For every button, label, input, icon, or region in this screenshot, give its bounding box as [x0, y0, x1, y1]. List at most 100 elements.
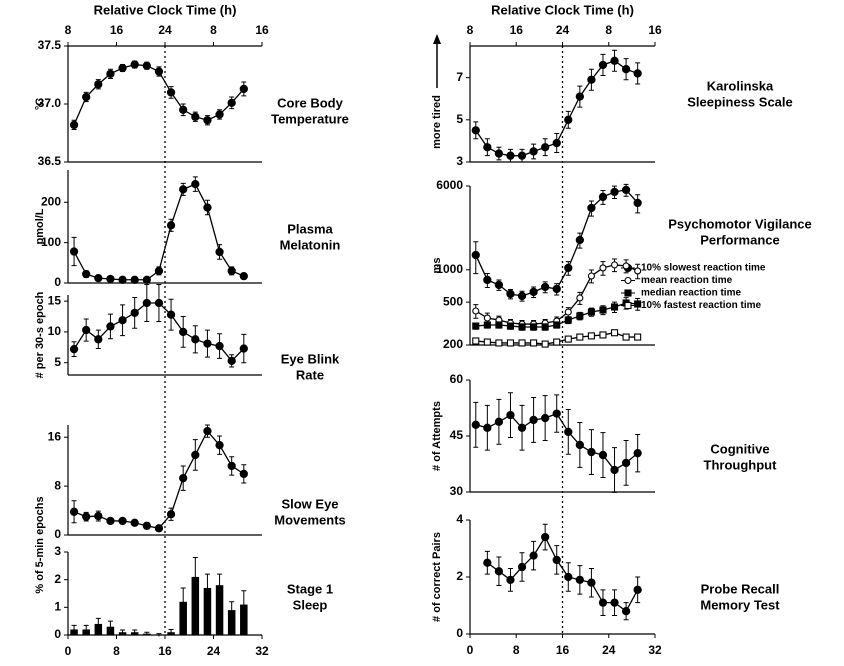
- top-axis-label: Relative Clock Time (h): [491, 2, 634, 17]
- data-point: [106, 516, 115, 526]
- y-tick-label: 37.5: [38, 38, 62, 52]
- data-point: [564, 316, 572, 324]
- data-point: [239, 344, 248, 353]
- panel-title: Temperature: [271, 111, 349, 126]
- y-tick-label: 1000: [436, 262, 463, 276]
- data-point: [215, 247, 224, 257]
- y-tick-label: 45: [450, 428, 464, 442]
- data-point: [142, 61, 151, 70]
- data-point: [69, 507, 79, 516]
- data-point: [610, 56, 619, 65]
- panel-title: Movements: [274, 512, 346, 527]
- data-point: [506, 575, 515, 584]
- data-point: [621, 185, 631, 195]
- panel-title: Eye Blink: [281, 351, 340, 366]
- top-axis-label: Relative Clock Time (h): [94, 2, 237, 17]
- data-point: [575, 92, 584, 101]
- y-tick-label: 37.0: [38, 96, 62, 110]
- data-point: [599, 306, 607, 314]
- data-point: [530, 323, 538, 331]
- bar: [203, 587, 212, 635]
- y-tick-label: 15: [48, 293, 62, 307]
- x-tick-label: 16: [556, 643, 570, 657]
- data-point: [541, 340, 549, 348]
- data-point: [154, 266, 164, 276]
- data-point: [483, 275, 492, 285]
- data-point: [552, 555, 561, 565]
- y-tick-label: 0: [456, 626, 463, 640]
- data-point: [633, 69, 642, 78]
- data-point: [227, 461, 236, 471]
- data-point: [610, 303, 619, 311]
- data-point: [517, 291, 527, 301]
- bar: [240, 604, 248, 635]
- y-tick-label: 200: [41, 194, 61, 208]
- y-axis-label: more tired: [431, 95, 443, 149]
- data-point: [130, 60, 139, 69]
- data-point: [483, 338, 491, 346]
- panel-title: Sleep: [293, 597, 328, 612]
- top-tick-label: 16: [510, 23, 524, 37]
- data-point: [239, 469, 248, 479]
- data-point: [154, 67, 164, 76]
- top-tick-label: 16: [110, 23, 124, 37]
- x-tick-label: 32: [255, 644, 269, 658]
- data-point: [106, 69, 115, 78]
- panel-title: Cognitive: [710, 441, 769, 456]
- data-point: [506, 289, 515, 299]
- bar: [106, 626, 115, 635]
- data-point: [179, 327, 188, 337]
- bar: [227, 610, 236, 635]
- data-point: [587, 332, 595, 340]
- y-tick-label: 3: [54, 544, 61, 558]
- data-point: [472, 322, 480, 330]
- y-tick-label: 8: [54, 478, 61, 492]
- data-point: [506, 410, 515, 420]
- data-point: [239, 84, 248, 94]
- x-tick-label: 32: [648, 643, 662, 657]
- legend-marker: [624, 289, 632, 297]
- data-point: [166, 310, 176, 319]
- panel-title: Sleepiness Scale: [687, 94, 793, 109]
- data-point: [610, 465, 619, 475]
- x-tick-label: 24: [207, 644, 221, 658]
- data-point: [599, 264, 607, 272]
- data-point: [82, 92, 91, 102]
- data-point: [94, 335, 103, 344]
- y-tick-label: 0: [54, 627, 61, 641]
- data-point: [227, 98, 236, 107]
- data-point: [472, 307, 480, 315]
- data-point: [118, 63, 127, 73]
- data-point: [564, 308, 572, 316]
- data-point: [69, 247, 79, 256]
- data-point: [106, 274, 115, 284]
- data-point: [529, 287, 538, 297]
- x-tick-label: 0: [65, 644, 72, 658]
- data-point: [494, 280, 504, 290]
- panel-title: Core Body: [277, 95, 344, 110]
- data-point: [118, 316, 127, 325]
- data-point: [82, 512, 91, 521]
- data-point: [506, 322, 515, 330]
- top-tick-label: 8: [65, 23, 72, 37]
- data-point: [166, 510, 176, 519]
- data-point: [576, 312, 584, 320]
- data-point: [166, 221, 176, 230]
- data-point: [553, 338, 561, 346]
- data-point: [69, 345, 79, 354]
- data-point: [203, 339, 212, 348]
- panel-title: Rate: [296, 367, 324, 382]
- bar: [82, 629, 90, 635]
- legend-label: 10% slowest reaction time: [641, 263, 766, 274]
- x-tick-label: 0: [467, 643, 474, 657]
- data-point: [191, 335, 200, 344]
- x-tick-label: 8: [513, 643, 520, 657]
- data-point: [587, 447, 596, 457]
- data-point: [94, 274, 103, 283]
- y-tick-label: 4: [456, 512, 463, 526]
- data-point: [576, 294, 584, 302]
- data-point: [471, 250, 480, 260]
- data-point: [541, 323, 549, 331]
- x-tick-label: 24: [602, 643, 616, 657]
